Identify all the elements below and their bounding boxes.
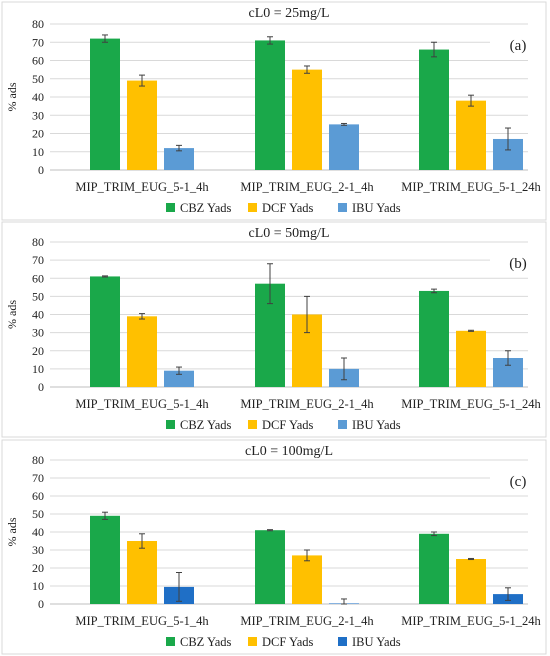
legend-swatch <box>166 203 175 212</box>
legend-label: IBU Yads <box>352 418 401 432</box>
bar-dcf <box>127 316 157 387</box>
legend-swatch <box>248 420 257 429</box>
bar-cbz <box>90 515 120 604</box>
chart-frame <box>1 221 547 438</box>
chart-title: cL0 = 100mg/L <box>245 444 333 459</box>
legend-swatch <box>338 637 347 646</box>
panel-label: (a) <box>510 38 527 54</box>
chart-panel-0: 0 10 20 30 40 50 60 70 80 cL0 = 25mg/L % ads (a) MIP… <box>1 1 547 221</box>
y-tick-label: 40 <box>32 90 44 104</box>
category-label: MIP_TRIM_EUG_5-1_24h <box>401 397 541 411</box>
bar-dcf <box>292 69 322 170</box>
bar-dcf <box>456 330 486 387</box>
y-tick-label: 30 <box>32 543 44 557</box>
y-tick-label: 0 <box>38 597 44 611</box>
legend-swatch <box>248 203 257 212</box>
y-tick-label: 10 <box>32 362 44 376</box>
y-tick-label: 60 <box>32 489 44 503</box>
panel-label-bg <box>490 32 528 58</box>
y-tick-label: 70 <box>32 471 44 485</box>
legend-label: CBZ Yads <box>180 418 232 432</box>
y-tick-label: 50 <box>32 72 44 86</box>
category-label: MIP_TRIM_EUG_5-1_4h <box>75 614 209 628</box>
bar-cbz <box>90 38 120 170</box>
bar-ibu <box>329 124 359 170</box>
y-tick-label: 80 <box>32 17 44 31</box>
y-axis-label: % ads <box>5 82 19 111</box>
y-tick-label: 30 <box>32 108 44 122</box>
y-tick-label: 10 <box>32 145 44 159</box>
legend-label: DCF Yads <box>262 635 314 649</box>
category-label: MIP_TRIM_EUG_2-1_4h <box>240 614 374 628</box>
chart-panel-1: 0 10 20 30 40 50 60 70 80 cL0 = 50mg/L % ads (b) MIP… <box>1 221 547 438</box>
y-tick-label: 80 <box>32 453 44 467</box>
y-tick-label: 20 <box>32 561 44 575</box>
bar-cbz <box>419 533 449 604</box>
bar-dcf <box>127 80 157 170</box>
bar-cbz <box>255 40 285 170</box>
panel-label-bg <box>490 250 528 276</box>
y-tick-label: 60 <box>32 271 44 285</box>
bar-ibu <box>164 148 194 170</box>
category-label: MIP_TRIM_EUG_5-1_4h <box>75 180 209 194</box>
bar-ibu <box>164 370 194 387</box>
y-axis-label: % ads <box>5 300 19 329</box>
legend-swatch <box>166 420 175 429</box>
legend-swatch <box>338 420 347 429</box>
y-tick-label: 40 <box>32 525 44 539</box>
y-tick-label: 50 <box>32 289 44 303</box>
legend-label: CBZ Yads <box>180 201 232 215</box>
y-tick-label: 30 <box>32 326 44 340</box>
legend-swatch <box>166 637 175 646</box>
y-axis-label: % ads <box>5 517 19 546</box>
category-label: MIP_TRIM_EUG_5-1_4h <box>75 397 209 411</box>
bar-dcf <box>127 541 157 604</box>
legend-swatch <box>248 637 257 646</box>
y-tick-label: 60 <box>32 54 44 68</box>
y-tick-label: 80 <box>32 235 44 249</box>
panel-label-bg <box>490 468 528 494</box>
bar-dcf <box>292 555 322 604</box>
y-tick-label: 0 <box>38 163 44 177</box>
chart-frame <box>1 439 547 655</box>
category-label: MIP_TRIM_EUG_5-1_24h <box>401 614 541 628</box>
bar-dcf <box>456 559 486 604</box>
bar-cbz <box>419 49 449 170</box>
panel-label: (c) <box>510 474 527 490</box>
panel-label: (b) <box>509 256 527 272</box>
category-label: MIP_TRIM_EUG_2-1_4h <box>240 180 374 194</box>
y-tick-label: 20 <box>32 344 44 358</box>
y-tick-label: 20 <box>32 127 44 141</box>
bar-cbz <box>90 276 120 387</box>
y-tick-label: 70 <box>32 253 44 267</box>
legend-label: IBU Yads <box>352 201 401 215</box>
bar-dcf <box>456 100 486 170</box>
legend-label: DCF Yads <box>262 418 314 432</box>
y-tick-label: 50 <box>32 507 44 521</box>
y-tick-label: 40 <box>32 308 44 322</box>
legend-label: CBZ Yads <box>180 635 232 649</box>
y-tick-label: 10 <box>32 579 44 593</box>
bar-cbz <box>419 290 449 387</box>
category-label: MIP_TRIM_EUG_5-1_24h <box>401 180 541 194</box>
y-tick-label: 70 <box>32 35 44 49</box>
chart-panel-2: 0 10 20 30 40 50 60 70 80 cL0 = 100mg/L % ads (c) MI… <box>1 439 547 655</box>
chart-title: cL0 = 25mg/L <box>249 6 330 21</box>
chart-frame <box>1 1 547 221</box>
legend-label: IBU Yads <box>352 635 401 649</box>
category-label: MIP_TRIM_EUG_2-1_4h <box>240 397 374 411</box>
legend-label: DCF Yads <box>262 201 314 215</box>
bar-cbz <box>255 530 285 604</box>
legend-swatch <box>338 203 347 212</box>
y-tick-label: 0 <box>38 380 44 394</box>
chart-title: cL0 = 50mg/L <box>249 226 330 241</box>
